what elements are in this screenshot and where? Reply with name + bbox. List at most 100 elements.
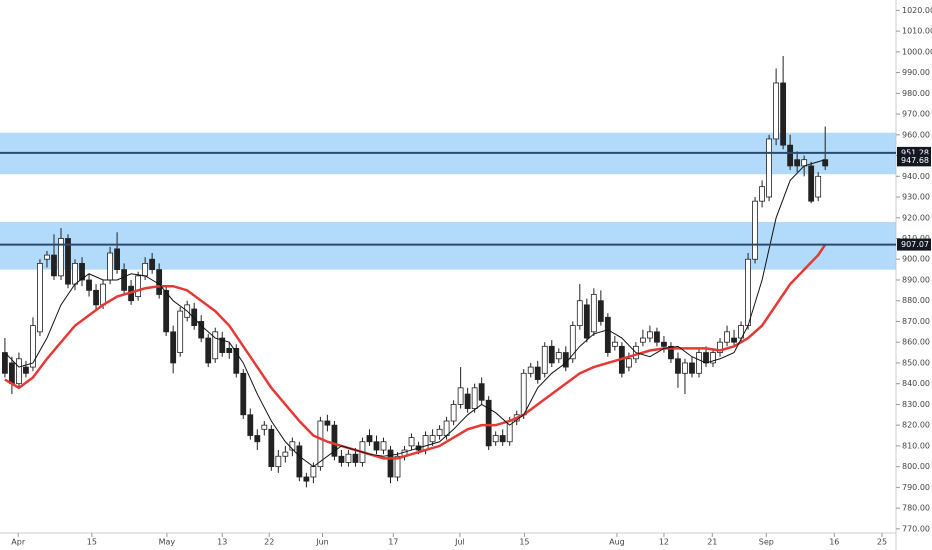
candle-body [387, 449, 394, 478]
candle-body [23, 366, 29, 374]
y-tick-label: 770.00 [902, 524, 930, 533]
candle-body [640, 337, 646, 343]
x-tick-label: 15 [87, 538, 97, 547]
candle-body [499, 435, 506, 443]
candle-body [93, 289, 99, 306]
y-tick-label: 820.00 [902, 421, 930, 430]
candle-body [548, 345, 555, 364]
y-tick-label: 910.00 [902, 234, 930, 243]
x-tick-label: 21 [707, 538, 717, 547]
candle-body [576, 300, 583, 327]
y-tick-label: 880.00 [902, 296, 930, 305]
candle-body [366, 435, 373, 443]
y-tick-label: 980.00 [902, 89, 930, 98]
y-tick-label: 960.00 [902, 130, 930, 139]
candle-body [142, 262, 149, 277]
candle-body [156, 269, 163, 295]
candle-body [647, 331, 653, 339]
candle-body [380, 441, 387, 451]
y-tick-label: 1020.00 [902, 6, 932, 15]
candle-body [9, 362, 15, 385]
candle-body [520, 372, 527, 416]
candle-body [534, 366, 541, 380]
candle-body [450, 404, 457, 422]
candle-body [429, 435, 436, 443]
y-tick-label: 810.00 [902, 441, 930, 450]
candle-body [282, 451, 289, 457]
x-tick-label: 17 [388, 538, 398, 547]
x-tick-label: Apr [11, 538, 26, 547]
moving-average [4, 159, 826, 468]
y-tick-label: 840.00 [902, 379, 930, 388]
candle-body [794, 159, 801, 167]
candle-body [668, 345, 674, 360]
price-label: 907.07 [901, 240, 929, 249]
candle-body [471, 387, 478, 409]
y-tick-label: 970.00 [902, 110, 930, 119]
x-tick-label: 16 [829, 538, 839, 547]
candle-body [268, 428, 275, 468]
candle-body [114, 248, 120, 271]
candle-body [745, 258, 751, 327]
last-price-box [897, 154, 931, 167]
candle-body [30, 325, 36, 368]
candle-body [555, 352, 562, 360]
candle-body [16, 358, 22, 385]
moving-average [4, 244, 827, 460]
candle-body [310, 466, 317, 478]
x-tick-label: 15 [519, 538, 529, 547]
candle-body [569, 325, 576, 360]
candle-body [44, 254, 50, 260]
y-tick-label: 900.00 [902, 255, 930, 264]
candle-body [135, 275, 142, 297]
y-tick-label: 990.00 [902, 68, 930, 77]
candle-body [682, 362, 688, 374]
candle-body [611, 341, 618, 347]
candle-body [170, 331, 177, 364]
candle-body [752, 200, 758, 260]
x-tick-label: Aug [609, 538, 625, 547]
candle-body [464, 393, 471, 409]
candle-body [352, 453, 359, 463]
x-tick-label: 13 [217, 538, 227, 547]
candle-body [394, 455, 401, 478]
candle-body [457, 387, 464, 405]
candle-body [661, 341, 667, 347]
candle-body [86, 279, 92, 291]
candle-body [198, 321, 205, 339]
candle-body [324, 420, 331, 426]
candle-body [625, 358, 632, 368]
candle-body [345, 453, 352, 463]
y-tick-label: 1010.00 [902, 27, 932, 36]
y-tick-label: 830.00 [902, 400, 930, 409]
x-tick-label: 22 [264, 538, 274, 547]
y-tick-label: 870.00 [902, 317, 930, 326]
candle-body [710, 352, 716, 364]
x-tick-label: Jun [315, 538, 329, 547]
candle-body [261, 424, 268, 430]
candle-body [79, 262, 85, 281]
candle-body [58, 238, 64, 277]
y-tick-label: 930.00 [902, 193, 930, 202]
candle-body [191, 308, 198, 327]
candle-body [338, 455, 345, 463]
candle-body [808, 165, 815, 202]
candle-body [604, 316, 611, 353]
candle-body [296, 445, 303, 478]
candle-body [492, 435, 499, 443]
candle-body [233, 348, 240, 374]
candle-body [254, 435, 261, 443]
candle-body [331, 424, 338, 457]
y-tick-label: 780.00 [902, 504, 930, 513]
candle-body [485, 399, 492, 447]
y-tick-label: 1000.00 [902, 47, 932, 56]
x-tick-label: Jul [454, 538, 465, 547]
y-tick-label: 860.00 [902, 338, 930, 347]
candle-body [689, 362, 695, 374]
candle-body [759, 186, 765, 202]
candle-body [373, 441, 380, 451]
candle-body [583, 304, 590, 339]
candle-body [654, 331, 660, 343]
candle-body [724, 331, 730, 343]
